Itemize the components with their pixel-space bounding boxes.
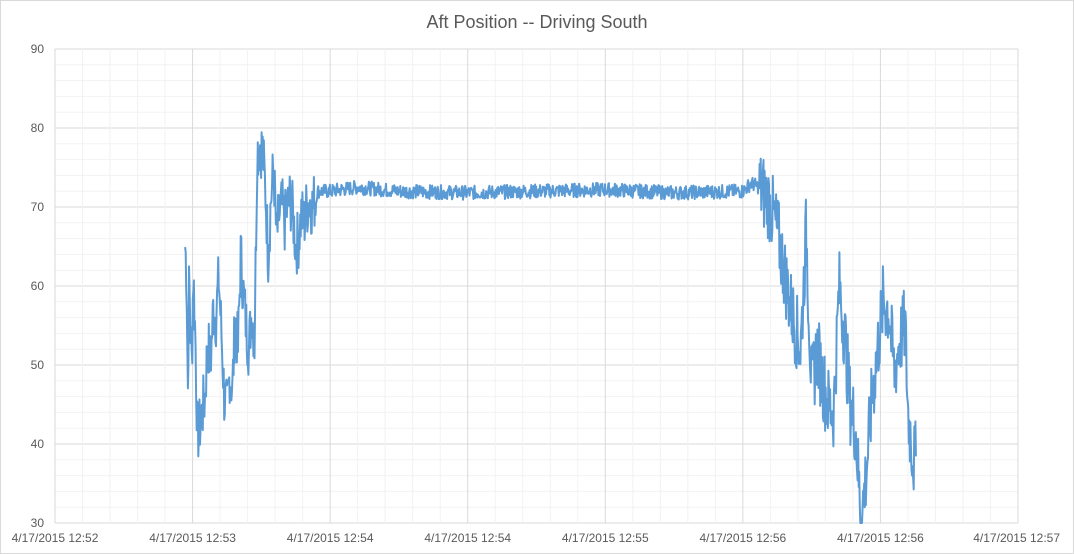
series-line <box>184 131 917 524</box>
x-tick-label: 4/17/2015 12:54 <box>424 531 511 545</box>
y-tick-label: 60 <box>31 279 45 293</box>
x-tick-label: 4/17/2015 12:52 <box>12 531 99 545</box>
y-tick-label: 30 <box>31 516 45 530</box>
x-tick-label: 4/17/2015 12:57 <box>973 531 1060 545</box>
gridlines <box>54 48 1019 524</box>
x-tick-label: 4/17/2015 12:54 <box>287 531 374 545</box>
y-tick-label: 80 <box>31 121 45 135</box>
x-tick-label: 4/17/2015 12:56 <box>837 531 924 545</box>
x-tick-label: 4/17/2015 12:55 <box>562 531 649 545</box>
chart-title: Aft Position -- Driving South <box>426 12 647 32</box>
y-tick-label: 50 <box>31 358 45 372</box>
x-tick-label: 4/17/2015 12:53 <box>149 531 236 545</box>
x-axis-tick-labels: 4/17/2015 12:52 4/17/2015 12:53 4/17/2015 … <box>12 531 1061 545</box>
y-tick-label: 70 <box>31 200 45 214</box>
y-tick-label: 40 <box>31 437 45 451</box>
y-axis-tick-labels: 30 40 50 60 70 80 90 <box>31 42 45 530</box>
y-tick-label: 90 <box>31 42 45 56</box>
x-tick-label: 4/17/2015 12:56 <box>699 531 786 545</box>
